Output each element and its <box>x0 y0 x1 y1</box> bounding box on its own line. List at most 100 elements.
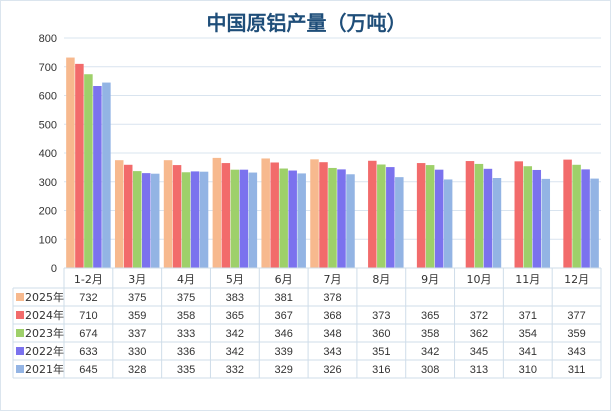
bar-2024年-5月 <box>221 163 231 268</box>
bar-2025年-1-2月 <box>66 57 75 268</box>
y-tick-label: 600 <box>39 91 57 103</box>
data-label: 346 <box>275 328 293 340</box>
bar-2024年-1-2月 <box>75 63 84 268</box>
bar-2024年-10月 <box>465 161 475 268</box>
x-tick-label: 8月 <box>372 273 390 286</box>
bar-2022年-5月 <box>239 169 249 268</box>
y-tick-label: 500 <box>39 119 57 131</box>
bar-2025年-5月 <box>212 157 222 268</box>
x-tick-label: 3月 <box>128 273 146 286</box>
bar-2022年-9月 <box>434 169 444 268</box>
bar-2022年-12月 <box>581 169 590 268</box>
data-label: 645 <box>79 364 97 376</box>
bar-2024年-4月 <box>172 165 182 268</box>
data-label: 358 <box>421 328 439 340</box>
bar-2021年-11月 <box>541 178 551 268</box>
legend-label: 2025年 <box>25 290 64 304</box>
bar-2024年-11月 <box>514 161 524 268</box>
data-label: 710 <box>79 310 97 322</box>
legend-label: 2022年 <box>25 344 64 358</box>
bar-2023年-7月 <box>328 167 337 268</box>
legend-swatch <box>16 365 24 373</box>
y-tick-label: 400 <box>39 148 57 160</box>
data-label: 329 <box>275 364 293 376</box>
data-label: 343 <box>323 346 341 358</box>
data-label: 348 <box>323 328 341 340</box>
bar-2023年-1-2月 <box>84 74 93 268</box>
data-label: 333 <box>177 328 195 340</box>
legend-swatch <box>16 293 24 301</box>
data-label: 342 <box>226 328 244 340</box>
data-label: 633 <box>79 346 97 358</box>
data-label: 375 <box>177 292 195 304</box>
bar-2024年-8月 <box>368 160 377 268</box>
bar-2025年-3月 <box>114 160 124 268</box>
data-label: 343 <box>567 346 585 358</box>
legend-swatch <box>16 311 24 319</box>
bar-2025年-7月 <box>310 159 319 268</box>
data-label: 341 <box>519 346 537 358</box>
data-label: 373 <box>372 310 390 322</box>
data-label: 365 <box>226 310 244 322</box>
bar-2021年-8月 <box>395 177 404 268</box>
x-tick-label: 6月 <box>275 273 293 286</box>
legend-label: 2024年 <box>25 308 64 322</box>
legend-swatch <box>16 347 24 355</box>
bar-2021年-12月 <box>590 178 599 268</box>
data-label: 345 <box>470 346 488 358</box>
bar-2023年-5月 <box>230 169 240 268</box>
bar-2024年-3月 <box>123 164 133 268</box>
data-label: 358 <box>177 310 195 322</box>
bar-2023年-6月 <box>279 168 288 268</box>
bar-2023年-3月 <box>132 171 142 268</box>
data-label: 732 <box>79 292 97 304</box>
bar-2023年-12月 <box>572 164 581 268</box>
bar-2022年-10月 <box>483 168 493 268</box>
bar-2021年-3月 <box>150 173 160 268</box>
bar-2022年-4月 <box>190 171 200 268</box>
legend-swatch <box>16 329 24 337</box>
data-label: 365 <box>421 310 439 322</box>
data-label: 368 <box>323 310 341 322</box>
bar-2021年-1-2月 <box>102 82 111 268</box>
data-label: 339 <box>275 346 293 358</box>
data-label: 372 <box>470 310 488 322</box>
data-label: 342 <box>421 346 439 358</box>
x-tick-label: 9月 <box>421 273 439 286</box>
bar-2024年-12月 <box>563 159 572 268</box>
data-label: 378 <box>323 292 341 304</box>
data-label: 359 <box>128 310 146 322</box>
x-tick-label: 10月 <box>466 273 491 286</box>
data-label: 337 <box>128 328 146 340</box>
y-tick-label: 300 <box>39 177 57 189</box>
data-label: 342 <box>226 346 244 358</box>
x-tick-label: 12月 <box>564 273 589 286</box>
data-label: 311 <box>568 364 586 376</box>
data-label: 336 <box>177 346 195 358</box>
data-label: 330 <box>128 346 146 358</box>
x-tick-label: 5月 <box>226 273 244 286</box>
y-tick-label: 700 <box>39 62 57 74</box>
bar-2021年-9月 <box>443 179 453 268</box>
y-tick-label: 0 <box>51 263 57 275</box>
bar-2022年-1-2月 <box>93 86 102 268</box>
bar-2021年-7月 <box>346 174 355 268</box>
data-label: 316 <box>372 364 390 376</box>
chart-title: 中国原铝产量（万吨） <box>206 11 407 35</box>
y-tick-label: 200 <box>39 206 57 218</box>
data-label: 351 <box>372 346 390 358</box>
bar-2025年-4月 <box>163 160 173 268</box>
data-label: 354 <box>519 328 537 340</box>
x-tick-label: 1-2月 <box>74 273 103 286</box>
y-tick-label: 800 <box>39 33 57 45</box>
data-label: 328 <box>128 364 146 376</box>
bar-2024年-7月 <box>319 162 328 268</box>
data-label: 335 <box>177 364 195 376</box>
legend-label: 2021年 <box>25 362 64 376</box>
bar-2021年-4月 <box>199 171 209 268</box>
data-label: 310 <box>519 364 537 376</box>
bar-2024年-6月 <box>270 162 279 268</box>
bar-2025年-6月 <box>261 158 270 268</box>
bar-2022年-3月 <box>141 173 151 268</box>
